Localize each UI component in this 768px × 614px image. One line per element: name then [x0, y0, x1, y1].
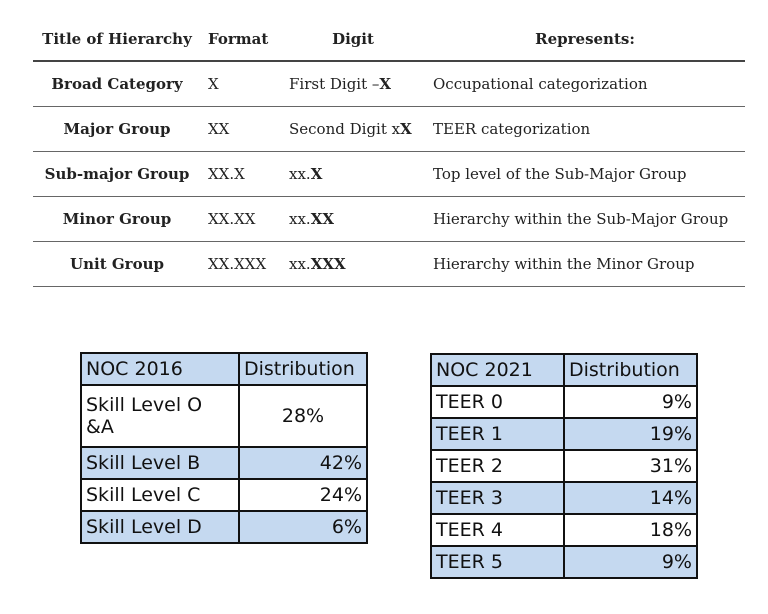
teer-label: TEER 0: [430, 385, 565, 419]
noc-2016-header: NOC 2016: [80, 352, 240, 386]
hierarchy-represents: Hierarchy within the Sub-Major Group: [433, 210, 729, 228]
skill-level-label: Skill Level C: [80, 478, 240, 512]
digit-prefix: xx.: [289, 165, 311, 183]
hierarchy-title: Minor Group: [62, 210, 172, 228]
skill-level-label: Skill Level D: [80, 510, 240, 544]
noc-2016-table: NOC 2016 Distribution Skill Level O &A 2…: [80, 352, 368, 544]
teer-label: TEER 4: [430, 513, 565, 547]
noc-2021-table: NOC 2021 Distribution TEER 0 9% TEER 1 1…: [430, 353, 698, 579]
distribution-value: 6%: [238, 510, 368, 544]
table-row: Unit Group XX.XXX xx. XXX Hierarchy withi…: [33, 242, 745, 287]
table-row: TEER 2 31%: [430, 449, 698, 483]
teer-label: TEER 3: [430, 481, 565, 515]
digit-prefix: xx.: [289, 210, 311, 228]
header-digit: Digit: [332, 30, 374, 48]
distribution-value: 18%: [563, 513, 698, 547]
distribution-value: 28%: [238, 384, 368, 448]
digit-prefix: xx.: [289, 255, 311, 273]
hierarchy-title: Major Group: [63, 120, 171, 138]
hierarchy-title: Broad Category: [51, 75, 183, 93]
hierarchy-represents: Top level of the Sub-Major Group: [433, 165, 687, 183]
table-row: TEER 1 19%: [430, 417, 698, 451]
hierarchy-digit: xx. XXX: [289, 242, 346, 286]
digit-prefix: First Digit –: [289, 75, 380, 93]
teer-label: TEER 1: [430, 417, 565, 451]
hierarchy-represents: Occupational categorization: [433, 75, 648, 93]
noc-2021-header-row: NOC 2021 Distribution: [430, 353, 698, 387]
distribution-header: Distribution: [563, 353, 698, 387]
distribution-value: 14%: [563, 481, 698, 515]
hierarchy-format: XX.XXX: [208, 255, 267, 273]
teer-label: TEER 2: [430, 449, 565, 483]
hierarchy-format: XX: [208, 120, 230, 138]
hierarchy-table: Title of Hierarchy Format Digit Represen…: [33, 18, 745, 287]
table-row: TEER 0 9%: [430, 385, 698, 419]
hierarchy-represents: Hierarchy within the Minor Group: [433, 255, 695, 273]
distribution-value: 9%: [563, 385, 698, 419]
digit-bold: X: [379, 75, 392, 93]
table-row: Broad Category X First Digit – X Occupat…: [33, 62, 745, 107]
hierarchy-digit: xx. X: [289, 152, 322, 196]
distribution-value: 42%: [238, 446, 368, 480]
hierarchy-digit: xx. XX: [289, 197, 334, 241]
table-row: TEER 4 18%: [430, 513, 698, 547]
table-row: Skill Level O &A 28%: [80, 384, 368, 448]
digit-bold: X: [400, 120, 412, 138]
table-row: Skill Level C 24%: [80, 478, 368, 512]
teer-label: TEER 5: [430, 545, 565, 579]
digit-prefix: Second Digit x: [289, 120, 401, 138]
skill-level-label: Skill Level O &A: [80, 384, 240, 448]
hierarchy-digit: First Digit – X: [289, 62, 391, 106]
table-row: Sub-major Group XX.X xx. X Top level of t…: [33, 152, 745, 197]
hierarchy-format: XX.XX: [208, 210, 256, 228]
noc-2016-header-row: NOC 2016 Distribution: [80, 352, 368, 386]
table-row: Skill Level D 6%: [80, 510, 368, 544]
distribution-value: 31%: [563, 449, 698, 483]
hierarchy-title: Unit Group: [70, 255, 164, 273]
digit-bold: XXX: [310, 255, 346, 273]
hierarchy-title: Sub-major Group: [44, 165, 190, 183]
hierarchy-format: XX.X: [208, 165, 245, 183]
distribution-value: 19%: [563, 417, 698, 451]
hierarchy-represents: TEER categorization: [433, 120, 591, 138]
table-row: Skill Level B 42%: [80, 446, 368, 480]
table-row: TEER 3 14%: [430, 481, 698, 515]
skill-level-label: Skill Level B: [80, 446, 240, 480]
table-row: Minor Group XX.XX xx. XX Hierarchy within…: [33, 197, 745, 242]
distribution-header: Distribution: [238, 352, 368, 386]
hierarchy-header-row: Title of Hierarchy Format Digit Represen…: [33, 18, 745, 62]
digit-bold: XX: [310, 210, 334, 228]
distribution-value: 9%: [563, 545, 698, 579]
distribution-value: 24%: [238, 478, 368, 512]
header-title-of-hierarchy: Title of Hierarchy: [42, 30, 192, 48]
noc-2021-header: NOC 2021: [430, 353, 565, 387]
digit-bold: X: [310, 165, 323, 183]
header-format: Format: [208, 30, 269, 48]
table-row: TEER 5 9%: [430, 545, 698, 579]
header-represents: Represents:: [535, 30, 635, 48]
hierarchy-format: X: [208, 75, 219, 93]
